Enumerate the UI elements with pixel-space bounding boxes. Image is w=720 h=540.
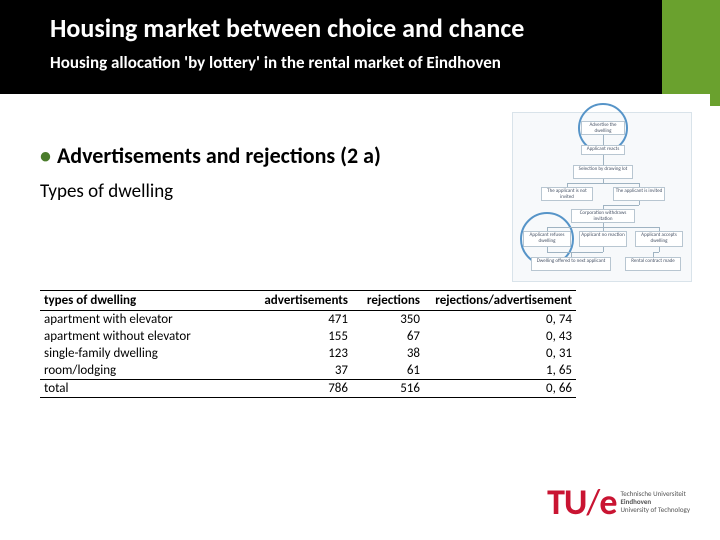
flowchart-node: Applicant accepts dwelling bbox=[635, 231, 683, 247]
flowchart-edge bbox=[567, 183, 568, 187]
flowchart-node: The applicant is not invited bbox=[541, 187, 593, 201]
flowchart-edge bbox=[571, 252, 603, 253]
logo-line3: University of Technology bbox=[620, 506, 690, 514]
table-total-row: total7865160, 66 bbox=[40, 380, 576, 398]
table-row: apartment without elevator155670, 43 bbox=[40, 328, 576, 345]
page-title: Housing market between choice and chance bbox=[50, 12, 524, 44]
flowchart-edge bbox=[603, 140, 604, 145]
table-cell: 0, 31 bbox=[424, 345, 576, 362]
flowchart-edge bbox=[567, 183, 603, 184]
flowchart-edge bbox=[653, 252, 654, 257]
flowchart-node: Rental contract made bbox=[625, 257, 681, 271]
table-header-cell: rejections bbox=[352, 291, 424, 311]
table-cell: 38 bbox=[352, 345, 424, 362]
tue-logo: TU/e Technische Universiteit Eindhoven U… bbox=[547, 480, 690, 524]
flowchart-node: The applicant is invited bbox=[613, 187, 665, 201]
section-heading-text: Advertisements and rejections (2 a) bbox=[57, 142, 381, 169]
table: types of dwellingadvertisementsrejection… bbox=[40, 290, 576, 398]
table-cell: 37 bbox=[240, 362, 352, 380]
flowchart-node: Selection by drawing lot bbox=[573, 165, 633, 179]
table-cell: apartment with elevator bbox=[40, 311, 240, 329]
flowchart-edge bbox=[547, 227, 548, 231]
table-cell: 786 bbox=[240, 380, 352, 398]
logo-mark: TU/e bbox=[547, 480, 616, 524]
table-row: apartment with elevator4713500, 74 bbox=[40, 311, 576, 329]
table-cell: 123 bbox=[240, 345, 352, 362]
flowchart-edge bbox=[659, 227, 660, 231]
flowchart-node: Corporation withdraws invitation bbox=[571, 209, 635, 223]
table-header-cell: advertisements bbox=[240, 291, 352, 311]
table-cell: 61 bbox=[352, 362, 424, 380]
table-cell: 350 bbox=[352, 311, 424, 329]
bullet-icon: • bbox=[40, 142, 51, 169]
table-cell: 0, 66 bbox=[424, 380, 576, 398]
header-accent bbox=[662, 0, 720, 94]
flowchart-edge bbox=[659, 247, 660, 252]
table-cell: 1, 65 bbox=[424, 362, 576, 380]
flowchart-node: Dwelling offered to next applicant bbox=[531, 257, 611, 271]
table-cell: 0, 43 bbox=[424, 328, 576, 345]
flowchart-edge bbox=[639, 201, 640, 205]
flowchart-edge bbox=[603, 205, 604, 209]
table-header-cell: rejections/advertisement bbox=[424, 291, 576, 311]
table-row: room/lodging37611, 65 bbox=[40, 362, 576, 380]
flowchart-node: Applicant no reaction bbox=[579, 231, 627, 247]
flowchart-edge bbox=[571, 252, 572, 257]
flowchart-edge bbox=[639, 183, 640, 187]
table-cell: total bbox=[40, 380, 240, 398]
table-header-row: types of dwellingadvertisementsrejection… bbox=[40, 291, 576, 311]
table-cell: 155 bbox=[240, 328, 352, 345]
flowchart-edge bbox=[603, 160, 604, 165]
flowchart-edge bbox=[547, 252, 571, 253]
flowchart-edge bbox=[603, 183, 639, 184]
flowchart-edge bbox=[603, 227, 659, 228]
dwelling-table: types of dwellingadvertisementsrejection… bbox=[40, 290, 576, 398]
table-cell: 516 bbox=[352, 380, 424, 398]
table-header-cell: types of dwelling bbox=[40, 291, 240, 311]
table-cell: 67 bbox=[352, 328, 424, 345]
table-row: single-family dwelling123380, 31 bbox=[40, 345, 576, 362]
table-cell: 471 bbox=[240, 311, 352, 329]
header-accent-tab bbox=[710, 94, 720, 106]
types-label: Types of dwelling bbox=[40, 180, 173, 203]
table-cell: 0, 74 bbox=[424, 311, 576, 329]
flowchart-edge bbox=[547, 227, 603, 228]
flowchart-edge bbox=[603, 247, 604, 252]
logo-text: Technische Universiteit Eindhoven Univer… bbox=[620, 490, 690, 513]
table-cell: apartment without elevator bbox=[40, 328, 240, 345]
table-cell: single-family dwelling bbox=[40, 345, 240, 362]
section-heading: •Advertisements and rejections (2 a) bbox=[40, 142, 381, 169]
flowchart-thumbnail: Advertise the dwellingApplicant reactsSe… bbox=[512, 112, 692, 282]
flowchart-node: Applicant reacts bbox=[581, 145, 625, 155]
flowchart-edge bbox=[603, 205, 639, 206]
page-subtitle: Housing allocation 'by lottery' in the r… bbox=[50, 52, 501, 73]
table-cell: room/lodging bbox=[40, 362, 240, 380]
